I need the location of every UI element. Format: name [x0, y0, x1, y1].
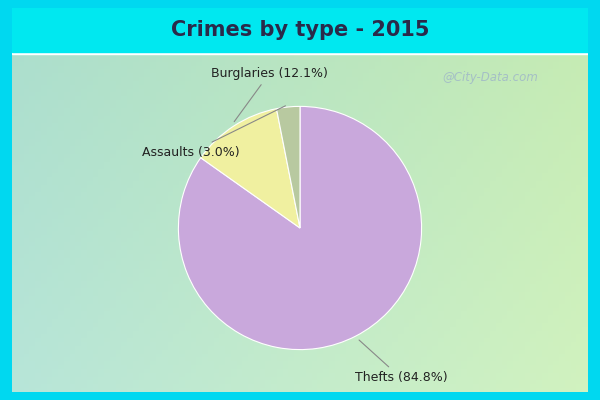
Text: Burglaries (12.1%): Burglaries (12.1%)	[211, 67, 328, 122]
Wedge shape	[201, 109, 300, 228]
Text: @City-Data.com: @City-Data.com	[442, 71, 538, 84]
Bar	[12, 8, 588, 52]
Text: Assaults (3.0%): Assaults (3.0%)	[142, 106, 286, 159]
Text: Thefts (84.8%): Thefts (84.8%)	[355, 340, 448, 384]
Text: Crimes by type - 2015: Crimes by type - 2015	[171, 20, 429, 40]
Bar	[12, 52, 588, 54]
Wedge shape	[178, 106, 422, 350]
Wedge shape	[277, 106, 300, 228]
